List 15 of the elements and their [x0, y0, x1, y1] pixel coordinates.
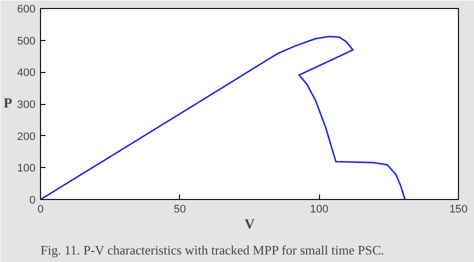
- x-tick-label: 100: [310, 204, 328, 216]
- y-axis-title: P: [4, 96, 13, 112]
- x-axis-title: V: [244, 218, 255, 232]
- line-series: [40, 36, 406, 200]
- y-tick-label: 100: [17, 162, 36, 175]
- y-tick-label: 400: [17, 67, 36, 80]
- y-tick-label: 300: [17, 99, 36, 111]
- x-tick-label: 50: [174, 204, 186, 216]
- x-tick-label: 0: [37, 204, 44, 216]
- x-tick-label: 150: [449, 204, 468, 216]
- y-tick-label: 500: [17, 35, 36, 48]
- y-tick-label: 0: [29, 194, 36, 206]
- y-tick-label: 600: [17, 4, 36, 16]
- caption: Fig. 11. P-V characteristics with tracked MPP for small time PSC.: [40, 242, 384, 258]
- y-tick-label: 200: [17, 130, 36, 143]
